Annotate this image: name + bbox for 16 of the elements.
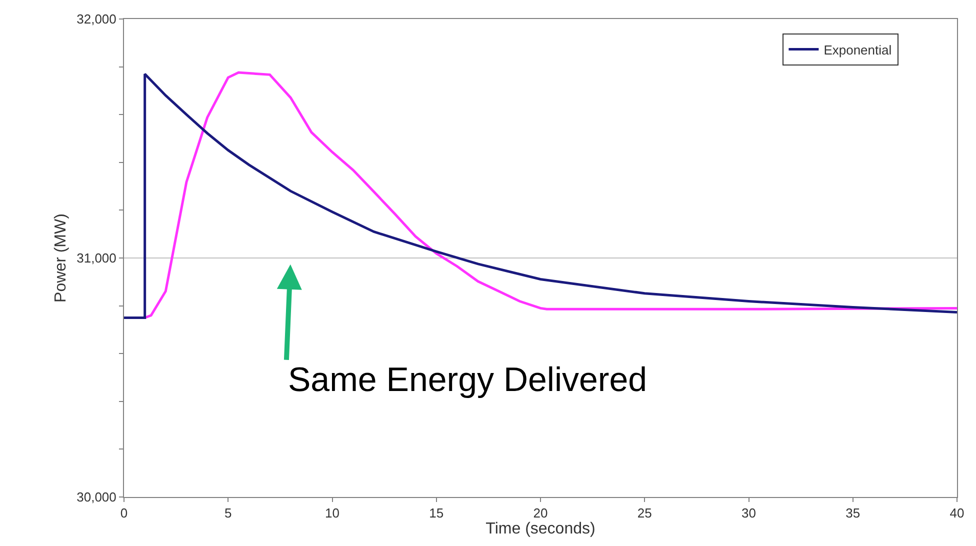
y-tick-label: 30,000 [76,490,116,505]
x-tick-label: 40 [950,506,964,521]
y-tick-label: 31,000 [76,250,116,266]
x-tick-label: 25 [637,506,652,521]
x-tick-label: 5 [224,506,232,521]
x-tick-label: 0 [120,506,128,521]
legend-label: Exponential [824,42,892,58]
x-tick-label: 30 [742,506,756,521]
x-tick-label: 20 [533,506,548,521]
y-tick-label: 32,000 [76,12,116,27]
x-tick-label: 35 [846,506,860,521]
x-tick-label: 15 [429,506,444,521]
x-tick-label: 10 [325,506,340,521]
annotation: Same Energy Delivered [288,361,648,399]
x-axis-title: Time (seconds) [486,520,596,538]
y-axis-title: Power (MW) [52,214,70,302]
